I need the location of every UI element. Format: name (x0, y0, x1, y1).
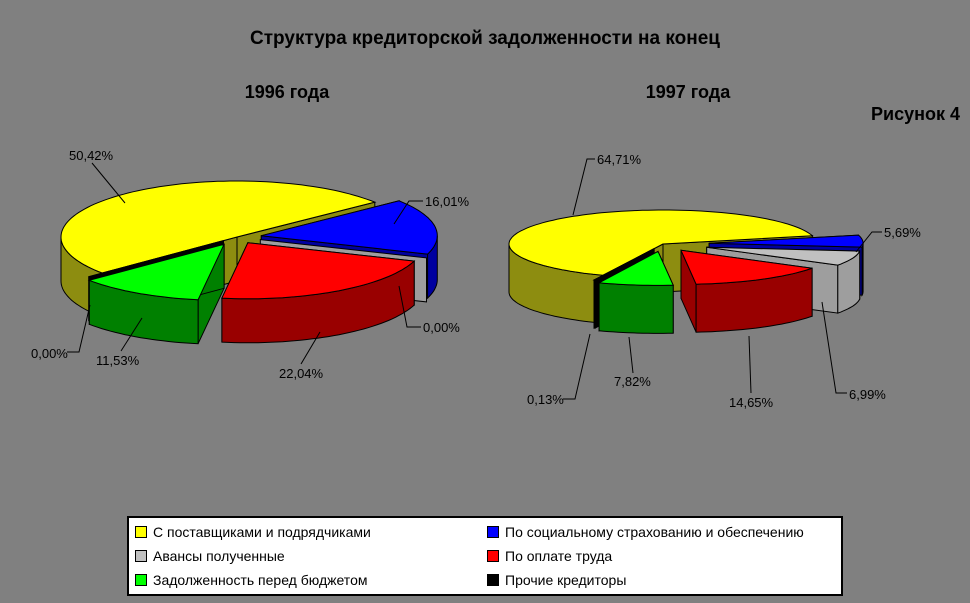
leader-line (91, 162, 126, 204)
pie-1997-slice-3 (680, 249, 813, 333)
legend-swatch-other-creditors (487, 574, 499, 586)
leader-line (748, 335, 752, 394)
pie-face (87, 243, 226, 301)
leader-line (398, 285, 421, 328)
pie-1997 (508, 209, 864, 334)
pie-face (592, 248, 655, 281)
legend-label: Задолженность перед бюджетом (153, 572, 368, 588)
legend-swatch-wages (487, 550, 499, 562)
pie-1997-slice-4 (597, 250, 674, 334)
legend-label: Прочие кредиторы (505, 572, 627, 588)
leader-line (300, 331, 321, 365)
subtitle-1996: 1996 года (244, 82, 330, 102)
legend-item-social-insurance: По социальному страхованию и обеспечению (487, 521, 841, 543)
leader-line (563, 333, 591, 400)
legend-item-wages: По оплате труда (487, 545, 841, 567)
pie-1996-data-label-1: 16,01% (425, 194, 470, 209)
pie-face (861, 243, 864, 298)
pie-face (593, 279, 596, 329)
pie-1996-data-label-4: 11,53% (96, 353, 140, 368)
pie-1996-slice-3 (221, 242, 416, 344)
leader-line (572, 158, 595, 216)
pie-1996-data-label-5: 0,00% (31, 346, 68, 361)
legend-item-budget-debt: Задолженность перед бюджетом (135, 569, 487, 591)
legend-label: Авансы полученные (153, 548, 285, 564)
leader-line (628, 336, 634, 374)
legend-label: По социальному страхованию и обеспечению (505, 524, 804, 540)
leader-line (855, 231, 882, 253)
legend: С поставщиками и подрядчиками По социаль… (127, 516, 843, 596)
legend-swatch-budget-debt (135, 574, 147, 586)
leader-line (821, 301, 847, 394)
pie-1996-data-label-2: 0,00% (423, 320, 460, 335)
legend-item-suppliers: С поставщиками и подрядчиками (135, 521, 487, 543)
legend-swatch-suppliers (135, 526, 147, 538)
legend-label: С поставщиками и подрядчиками (153, 524, 371, 540)
legend-swatch-advances (135, 550, 147, 562)
legend-swatch-social-insurance (487, 526, 499, 538)
pie-face (261, 200, 438, 255)
pie-face (709, 234, 864, 248)
leader-line (120, 317, 143, 352)
pie-1997-data-label-1: 5,69% (884, 225, 921, 240)
legend-item-other-creditors: Прочие кредиторы (487, 569, 841, 591)
pie-1997-data-label-0: 64,71% (597, 152, 642, 167)
pie-1997-data-label-3: 14,65% (729, 395, 774, 410)
leader-lines-1997 (563, 158, 882, 400)
pie-face (680, 249, 813, 285)
pie-1997-data-label-2: 6,99% (849, 387, 886, 402)
legend-item-advances: Авансы полученные (135, 545, 487, 567)
pie-1996 (60, 180, 438, 345)
leader-lines-1996 (67, 162, 423, 365)
legend-label: По оплате труда (505, 548, 613, 564)
pie-face (508, 209, 814, 276)
pie-face (598, 282, 674, 334)
pie-face (60, 180, 377, 274)
leader-line (393, 200, 423, 225)
figure-caption: Рисунок 4 (871, 104, 960, 124)
pie-1996-data-label-3: 22,04% (279, 366, 324, 381)
subtitle-1997: 1997 года (645, 82, 731, 102)
pie-1997-data-label-4: 7,82% (614, 374, 651, 389)
pie-1996-data-label-0: 50,42% (69, 148, 114, 163)
leader-line (67, 304, 91, 353)
pie-1997-data-label-5: 0,13% (527, 392, 564, 407)
chart-title: Структура кредиторской задолженности на … (250, 28, 720, 49)
pie-1996-slice-4 (87, 243, 226, 345)
pie-face (221, 242, 416, 300)
pie-face (597, 250, 674, 286)
pie-face (706, 246, 861, 266)
